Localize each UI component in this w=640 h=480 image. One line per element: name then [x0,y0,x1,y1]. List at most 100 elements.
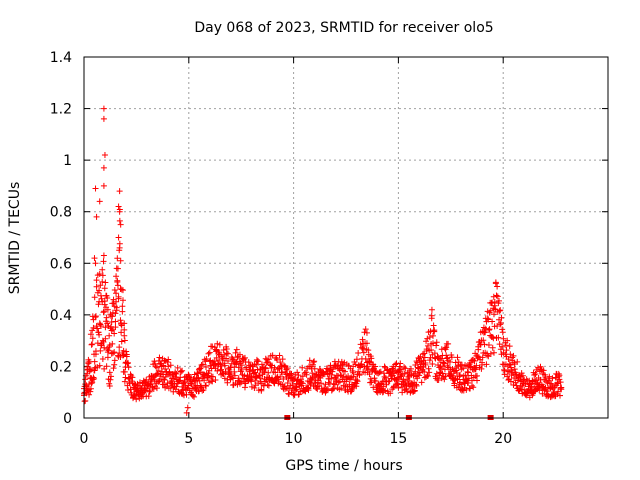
data-point [323,386,330,393]
data-point [112,318,119,325]
data-point [279,356,286,363]
data-point [487,350,494,357]
data-point [202,383,209,390]
data-point [329,368,336,375]
data-point [540,367,547,374]
data-point [112,310,119,317]
data-point [170,388,177,395]
data-point [99,278,106,285]
data-point [194,370,201,377]
data-point [176,378,183,385]
data-point [274,356,281,363]
data-point [252,377,259,384]
data-point [285,375,292,382]
data-point [474,377,480,384]
data-point [248,374,255,381]
data-point [348,388,355,395]
data-point [119,352,126,359]
data-point [167,372,174,379]
data-point [123,348,130,355]
data-point [97,322,104,329]
data-point [456,373,463,380]
data-point [433,339,440,346]
data-point [82,397,89,404]
data-point [337,372,344,379]
data-point [86,381,93,388]
data-point [91,358,98,365]
data-point [234,354,241,361]
data-point [289,382,296,389]
data-point [404,388,411,395]
data-point [489,344,496,351]
data-point [248,383,255,390]
data-point [531,371,538,378]
data-point [485,316,492,323]
data-point [277,373,284,380]
data-point [311,358,318,365]
data-point [114,352,121,359]
data-point [195,374,202,381]
data-point [484,315,491,322]
data-point [87,385,94,392]
data-point [221,362,228,369]
data-point [101,301,108,308]
data-point [441,376,448,383]
data-point [103,363,110,370]
data-point [514,377,521,384]
data-point [413,381,420,388]
data-point [417,353,424,360]
data-point [387,390,394,397]
data-point [156,354,163,361]
data-point [499,329,506,336]
data-point [353,377,360,384]
data-point [312,380,319,387]
data-point [201,371,208,378]
data-point [453,369,460,376]
data-point [258,361,265,368]
data-point [116,244,123,251]
data-point [330,380,337,387]
data-point [112,324,119,331]
data-point [457,371,464,378]
data-point [543,378,550,385]
plot-frame [83,56,609,419]
data-point [396,376,403,383]
data-point [114,265,121,272]
data-point [160,362,167,369]
data-point [318,380,325,387]
data-point [499,326,506,333]
data-point [474,353,481,360]
data-point [364,363,371,370]
data-point [366,358,373,365]
data-point [93,283,100,290]
data-point [124,360,131,367]
data-point [108,327,115,334]
data-point [180,379,187,386]
data-point [150,385,157,392]
data-point [101,308,108,315]
data-point [174,364,181,371]
data-point [380,370,387,377]
data-point [104,306,111,313]
data-point [284,371,291,378]
data-point [330,366,337,373]
data-point [99,266,106,273]
data-point [102,324,109,331]
data-point [94,363,101,370]
data-point [206,358,213,365]
data-point [242,380,249,387]
data-point [518,370,525,377]
data-point [125,386,132,393]
data-point [292,387,299,394]
data-point [263,359,270,366]
data-point [394,374,401,381]
data-point [224,358,231,365]
data-point [497,321,504,328]
data-point [100,252,107,259]
x-tick-label: 15 [389,431,407,447]
data-point [426,334,433,341]
data-point [353,356,360,363]
data-point [544,379,551,386]
data-point [390,370,397,377]
